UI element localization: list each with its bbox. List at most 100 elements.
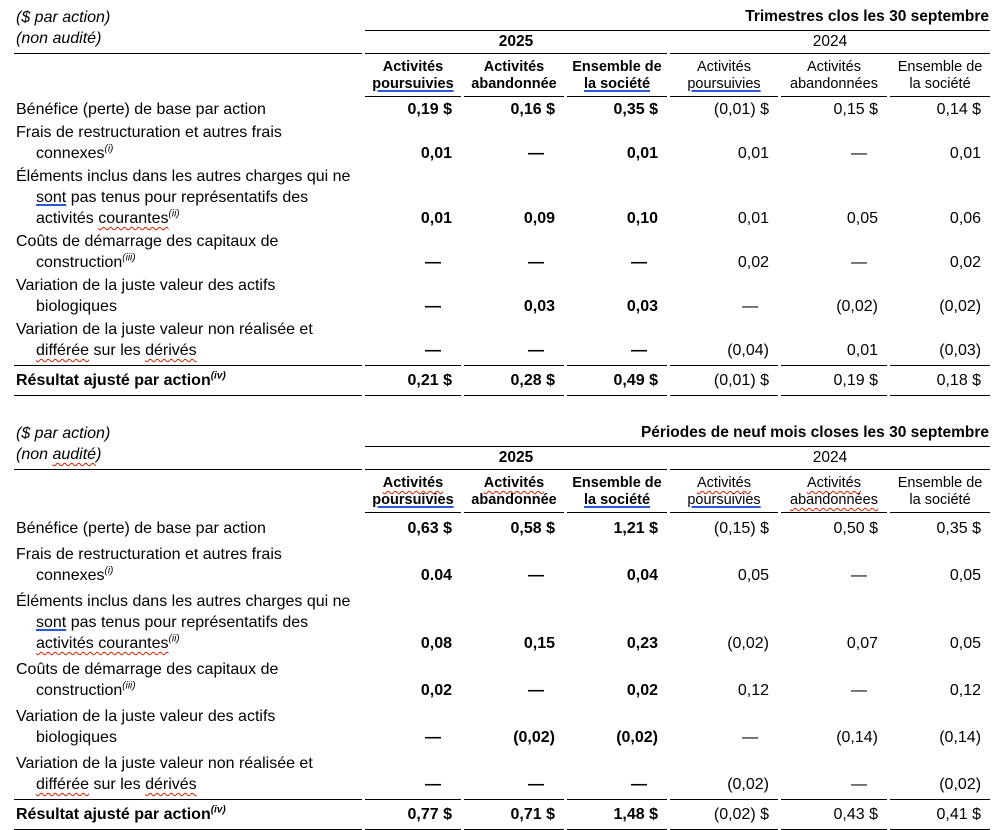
label-text: Bénéfice (perte) de base par action <box>16 520 266 537</box>
value-cell: — <box>464 317 564 366</box>
value-cell: (0,04) <box>670 317 778 366</box>
label-text: ($ par action) <box>16 9 111 26</box>
label-text: Variation de la juste valeur non réalisé… <box>16 755 313 772</box>
value-cell: 0,01 <box>949 145 982 162</box>
value-cell: — <box>528 254 544 271</box>
label-text: Éléments inclus dans les autres charges … <box>16 168 351 185</box>
column-header-line: abandonnées <box>781 76 887 93</box>
value-cell: (0,02) <box>616 729 658 746</box>
table-row: Bénéfice (perte) de base par action 0,19 … <box>14 97 990 120</box>
value-cell: 0,02 <box>420 682 452 699</box>
column-header-line: abandonnée <box>464 76 564 93</box>
column-header-row: Activités poursuivies Activités abandonnée E… <box>14 54 991 97</box>
footnote-superscript: (ii) <box>168 208 180 220</box>
label-text: Activités <box>382 59 444 75</box>
label-text: abandonnée <box>471 492 557 508</box>
label-text: Ensemble de <box>897 59 983 75</box>
footnote-superscript: (iii) <box>122 252 136 264</box>
spellcheck-underline: la société <box>583 492 651 508</box>
spellcheck-underline: poursuivies <box>687 492 761 508</box>
value-cell: — <box>528 682 544 699</box>
header-spacer <box>14 54 362 97</box>
row-label-cell: Variation de la juste valeur non réalisé… <box>14 317 362 366</box>
value-cell: 0,01 <box>737 210 769 227</box>
value-cell: 0,01 <box>420 145 452 162</box>
year-row: 2025 2024 <box>14 447 991 470</box>
label-text: Variation de la juste valeur non réalisé… <box>16 321 313 338</box>
spellcheck-underline: sont <box>36 189 67 206</box>
column-header-line: Activités <box>781 475 887 492</box>
total-row: Résultat ajusté par action(iv) 0,77 $0,71… <box>14 800 991 830</box>
value-cell: 0,41 $ <box>890 800 991 830</box>
adjusted-eps-document: ($ par action) (non audité) Trimestres clo… <box>11 6 995 830</box>
value-cell: 0,04 <box>626 567 658 584</box>
value-cell: — <box>425 729 441 746</box>
value-cell: 0,05 <box>949 635 982 652</box>
spellcheck-underline: sont <box>36 614 67 631</box>
value-cell: 0,12 <box>737 682 769 699</box>
value-cell: (0,02) <box>836 298 878 315</box>
value-cell: 0,02 <box>737 254 769 271</box>
value-cell: — <box>464 748 564 800</box>
title-row: ($ par action) (non audité) Trimestres clo… <box>14 6 991 54</box>
total-row: Résultat ajusté par action(iv) 0,21 $0,28… <box>14 366 991 396</box>
table-row: Variation de la juste valeur non réalisé… <box>14 748 991 800</box>
label-text: ($ par action) <box>16 425 111 442</box>
row-label-cell: Coûts de démarrage des capitaux de const… <box>14 229 362 273</box>
row-label-cell: Frais de restructuration et autres frais… <box>14 539 362 586</box>
value-cell: — <box>567 317 667 366</box>
column-header: Activités poursuivies <box>670 54 778 97</box>
row-label-cell: Éléments inclus dans les autres charges … <box>14 164 362 229</box>
table-header: ($ par action) (non audité) Périodes de ne… <box>14 422 991 513</box>
column-header-line: abandonnées <box>781 492 887 509</box>
table-title: Périodes de neuf mois closes les 30 sept… <box>365 422 991 447</box>
title-row: ($ par action) (non audité) Périodes de ne… <box>14 422 991 470</box>
label-text: ) <box>96 446 102 463</box>
footnote-superscript: (i) <box>104 565 114 577</box>
column-header-line: Activités <box>464 475 564 492</box>
year-2025-header: 2025 <box>365 31 667 54</box>
row-label-cell: Résultat ajusté par action(iv) <box>14 366 362 396</box>
value-cell: 0,03 <box>523 298 555 315</box>
value-cell: — <box>742 729 758 746</box>
footnote-superscript: (i) <box>104 143 114 155</box>
value-cell: 0,02 <box>949 254 982 271</box>
corner-line: ($ par action) <box>16 7 362 28</box>
spellcheck-underline: la société <box>583 76 651 92</box>
value-cell: 0,12 <box>949 682 982 699</box>
label-text: Bénéfice (perte) de base par action <box>16 101 266 118</box>
label-text: la société <box>909 492 971 508</box>
value-cell: 0,50 $ <box>833 520 878 537</box>
value-cell: 0,35 $ <box>936 520 982 537</box>
value-cell: 0,01 <box>626 145 658 162</box>
row-label-cell: Éléments inclus dans les autres charges … <box>14 586 362 654</box>
table-row: Variation de la juste valeur des actifs … <box>14 273 990 317</box>
value-cell: 0,14 $ <box>936 101 982 118</box>
value-cell: 0,21 $ <box>365 366 461 396</box>
spellcheck-underline: audité <box>52 446 97 463</box>
label-text: (non audité) <box>16 30 102 47</box>
value-cell: 0,43 $ <box>781 800 887 830</box>
column-header-line: poursuivies <box>670 492 778 509</box>
value-cell: 1,48 $ <box>567 800 667 830</box>
value-cell: — <box>425 298 441 315</box>
spellcheck-underline: abandonnées <box>790 492 878 508</box>
column-header-line: Ensemble de <box>890 59 990 76</box>
row-label-cell: Frais de restructuration et autres frais… <box>14 120 362 164</box>
value-cell: (0,02) <box>513 729 555 746</box>
table-row: Éléments inclus dans les autres charges … <box>14 164 990 229</box>
value-cell: 0,02 <box>626 682 658 699</box>
spellcheck-underline: poursuivies <box>372 492 454 508</box>
spellcheck-underline: différée <box>36 342 90 359</box>
label-text: Éléments inclus dans les autres charges … <box>16 593 351 610</box>
table-title: Trimestres clos les 30 septembre <box>365 6 991 31</box>
value-cell: (0,02) <box>670 748 778 800</box>
value-cell: (0,14) <box>836 729 878 746</box>
footnote-superscript: (ii) <box>168 633 180 645</box>
year-2024-header: 2024 <box>670 447 991 470</box>
value-cell: 1,21 $ <box>613 520 658 537</box>
year-2024-header: 2024 <box>670 31 991 54</box>
year-row: 2025 2024 <box>14 31 991 54</box>
column-header-line: poursuivies <box>670 76 778 93</box>
value-cell: 0,19 $ <box>781 366 887 396</box>
